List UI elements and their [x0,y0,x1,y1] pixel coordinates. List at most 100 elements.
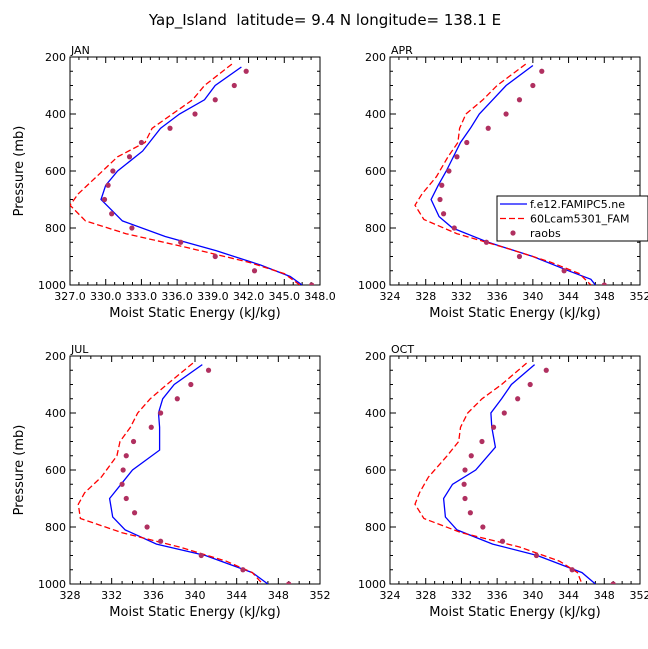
raobs-point [539,68,545,74]
raobs-point [188,381,194,388]
series-line-60lcam5301 [414,362,583,584]
raobs-point [198,552,204,559]
raobs-point [501,410,507,416]
raobs-point [440,211,447,217]
raobs-point [530,82,536,89]
x-tick-label: 332 [451,589,472,602]
raobs-point [569,567,575,573]
raobs-point [516,253,523,260]
raobs-point [123,495,129,502]
raobs-point [543,367,549,373]
y-tick-label: 600 [45,464,66,477]
raobs-point [243,68,249,74]
x-axis-label: Moist Static Energy (kJ/kg) [109,605,280,620]
raobs-point [212,253,218,260]
x-tick-label: 340 [522,589,543,602]
raobs-point [483,239,490,245]
y-tick-label: 200 [365,51,386,64]
x-axis-label: Moist Static Energy (kJ/kg) [109,306,280,321]
legend-marker-raobs [510,230,516,236]
y-tick-label: 600 [365,165,386,178]
raobs-point [240,567,246,573]
raobs-point [138,139,145,146]
raobs-point [462,467,468,473]
x-tick-label: 324 [380,290,401,303]
x-tick-label: 352 [630,290,648,303]
raobs-point [158,410,164,416]
series-group [414,63,607,285]
y-tick-label: 800 [45,222,66,235]
raobs-point [561,268,567,274]
plot-frame [69,56,321,286]
raobs-point [144,524,150,530]
panel-label: APR [391,44,413,57]
series-group [77,362,292,584]
y-tick-label: 200 [365,350,386,363]
x-tick-label: 328 [415,589,436,602]
raobs-point [205,367,212,373]
x-tick-label: 336.0 [161,290,193,303]
legend-label: raobs [530,227,561,240]
raobs-point [119,481,125,487]
y-tick-label: 800 [365,222,386,235]
y-tick-label: 1000 [358,279,386,292]
y-tick-label: 400 [45,108,66,121]
raobs-point [212,97,218,103]
raobs-point [467,510,473,516]
y-tick-label: 600 [365,464,386,477]
y-tick-label: 800 [45,521,66,534]
x-tick-label: 348.0 [304,290,336,303]
panel-label: JUL [70,343,89,356]
series-line-60lcam5301 [414,63,592,285]
y-tick-label: 200 [45,350,66,363]
raobs-point [174,396,180,402]
x-tick-label: 327.0 [54,290,86,303]
raobs-point [109,211,115,217]
x-tick-label: 344 [558,589,579,602]
raobs-point [479,438,485,445]
x-tick-label: 340 [522,290,543,303]
legend-label: 60Lcam5301_FAM [530,213,629,226]
y-axis-label: Pressure (mb) [12,425,27,516]
y-tick-label: 400 [365,108,386,121]
raobs-point [129,225,135,231]
legend-label: f.e12.FAMIPC5.ne [530,198,625,211]
raobs-point [490,424,497,430]
raobs-point [515,396,521,402]
x-tick-label: 328 [60,589,81,602]
x-tick-label: 342.0 [233,290,265,303]
x-tick-label: 336 [487,290,508,303]
y-tick-label: 1000 [358,578,386,591]
raobs-point [126,154,133,160]
panel-apr: APR 324 328 332 336 340 344 348 352 200 400 600 800 1… [358,44,648,321]
raobs-point [192,111,198,117]
raobs-point [251,268,258,274]
series-line-fe12 [442,364,596,584]
raobs-point [439,182,445,188]
raobs-point [123,453,129,459]
raobs-point [309,282,315,285]
x-tick-label: 336 [143,589,164,602]
series-line-fe12 [108,364,269,584]
panel-jan: JAN 327.0 330.0 333.0 336.0 339.0 342.0 345.0 34… [12,44,336,321]
raobs-point [468,453,474,459]
series-group [414,362,616,584]
series-group [70,63,315,285]
raobs-point [485,125,491,131]
raobs-point [110,168,116,174]
raobs-point [454,154,460,160]
raobs-point [105,182,111,188]
panel-jul: JUL 328 332 336 340 344 348 352 200 400 600 800 1000… [12,343,331,620]
x-tick-label: 332 [451,290,472,303]
raobs-point [120,467,126,473]
series-line-fe12 [430,64,596,285]
raobs-point [527,381,533,388]
raobs-point [130,438,137,445]
x-tick-label: 352 [310,589,331,602]
x-axis-label: Moist Static Energy (kJ/kg) [429,605,600,620]
raobs-point [462,495,468,502]
x-tick-label: 344 [226,589,247,602]
x-tick-label: 339.0 [197,290,229,303]
raobs-point [437,196,443,203]
